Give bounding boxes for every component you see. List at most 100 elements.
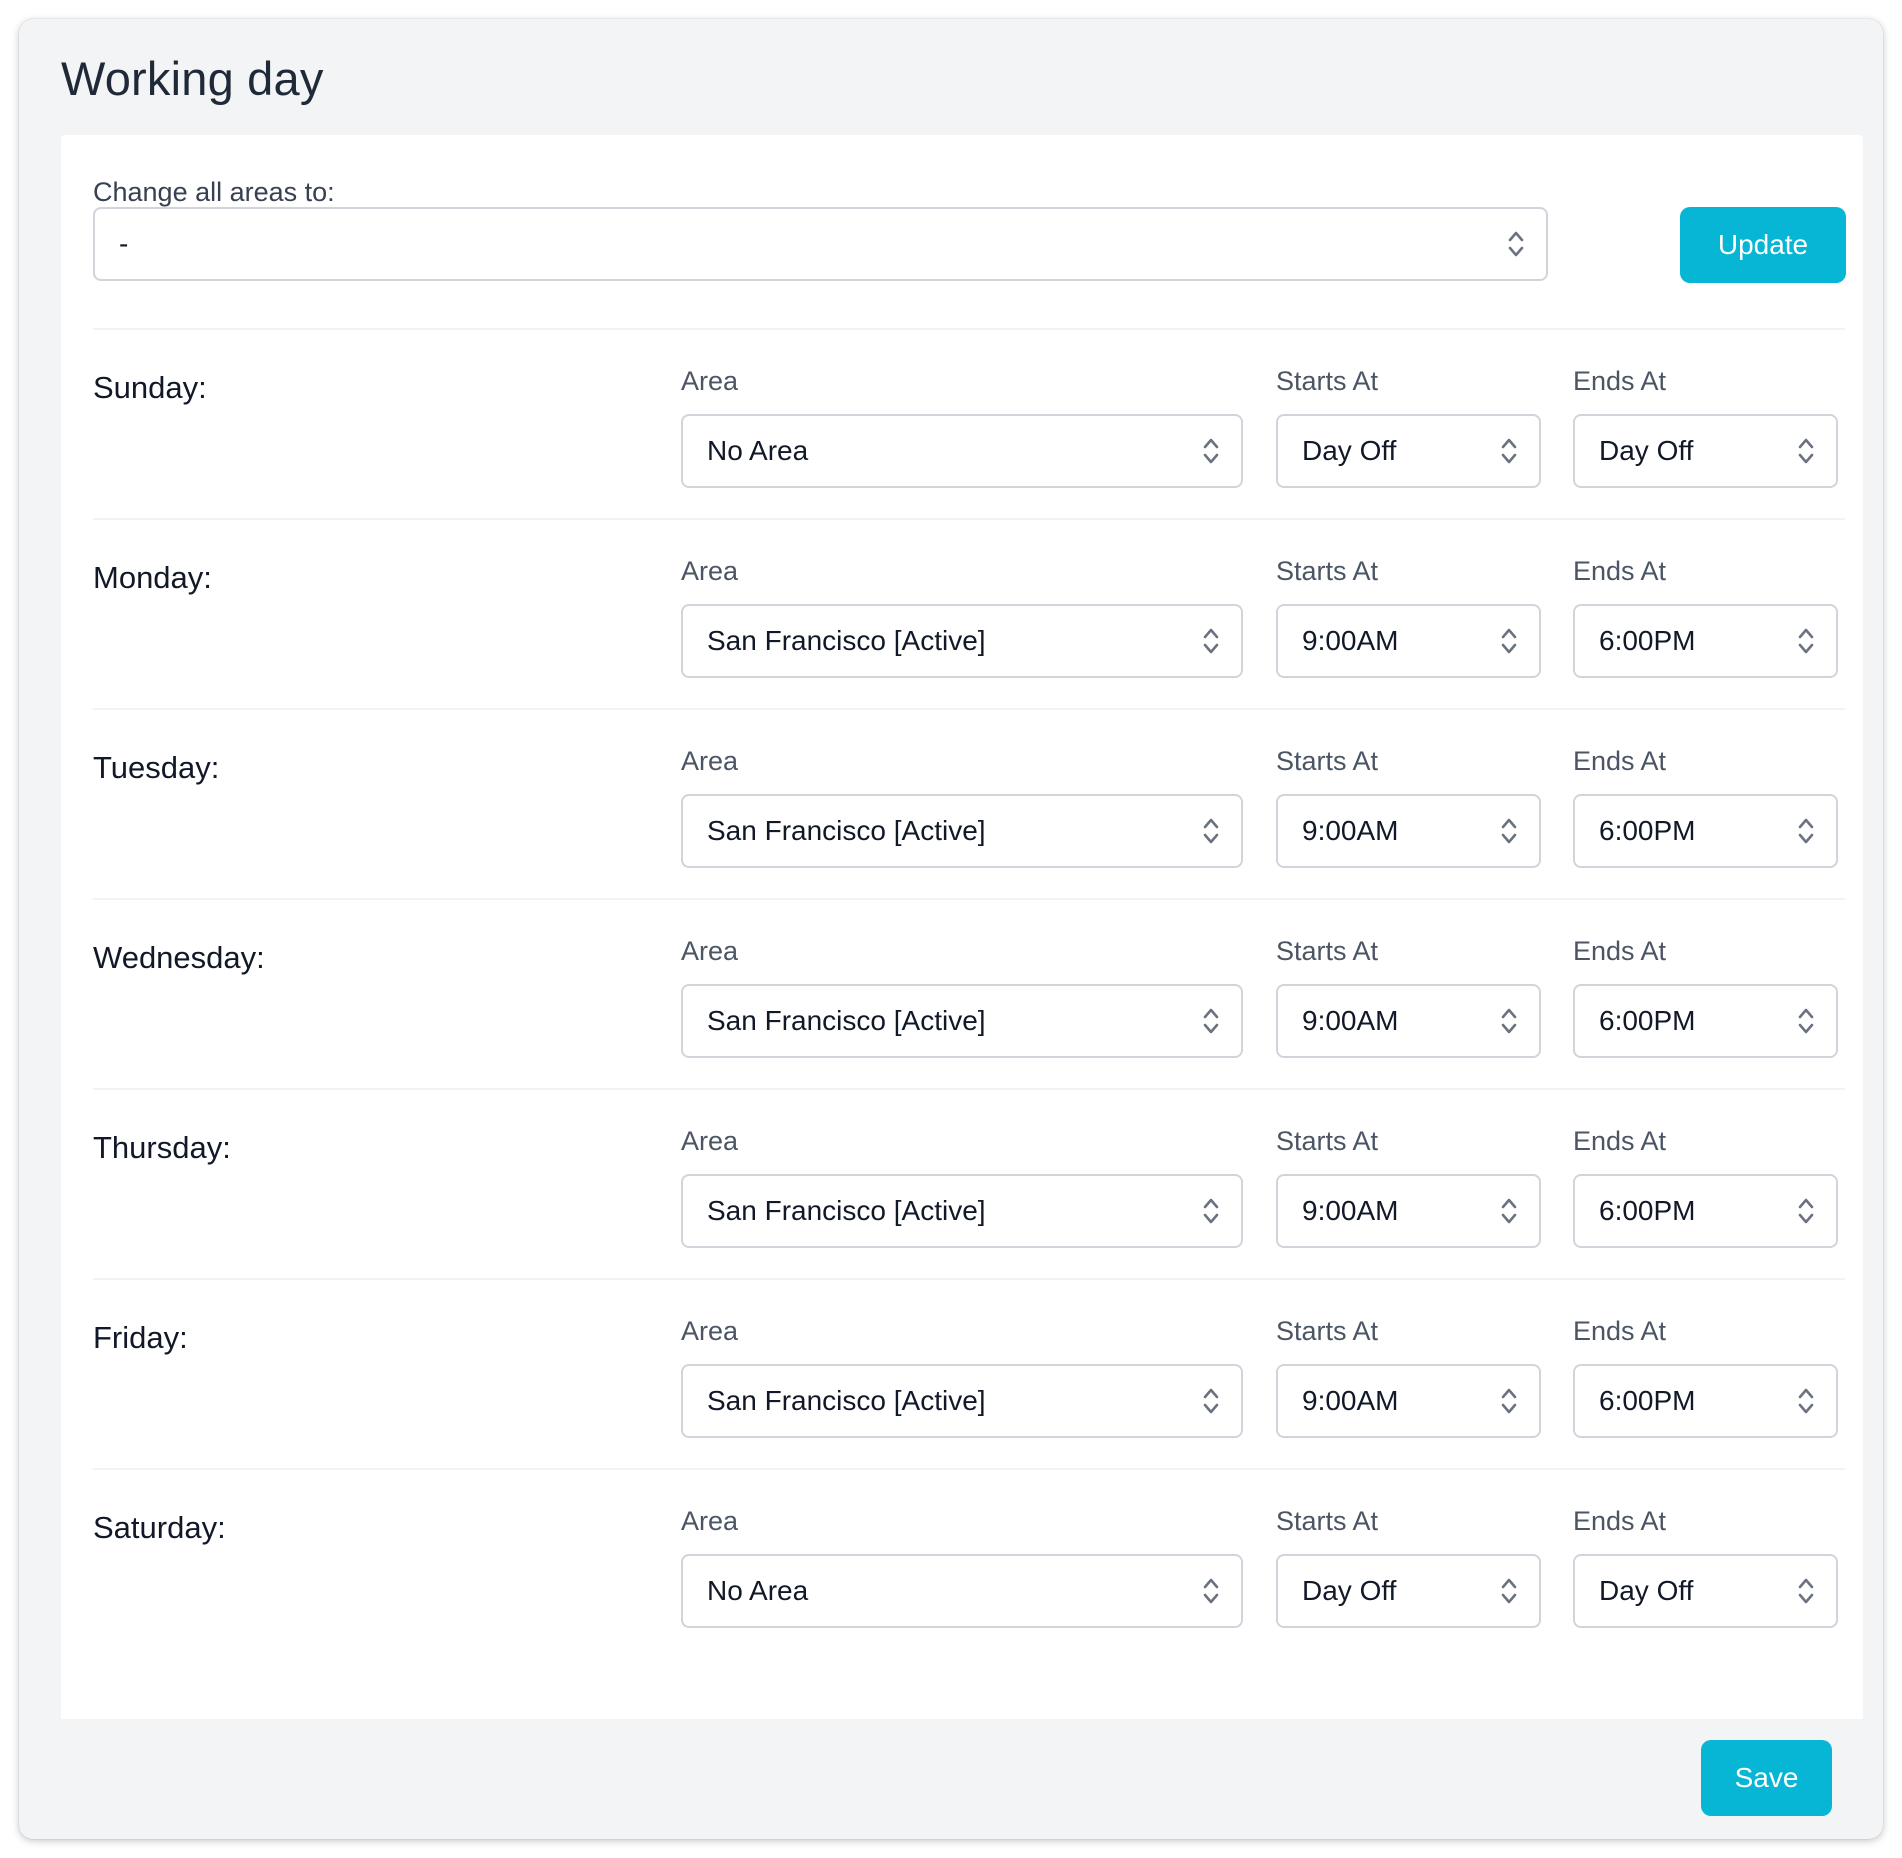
starts-at-select[interactable]: Day Off bbox=[1276, 1554, 1541, 1628]
row-divider bbox=[93, 1088, 1845, 1090]
ends-at-label: Ends At bbox=[1573, 556, 1667, 586]
row-divider bbox=[93, 1278, 1845, 1280]
ends-at-select[interactable]: 6:00PM bbox=[1573, 604, 1838, 678]
area-value: No Area bbox=[707, 435, 809, 466]
day-row-thursday: Thursday: Area San Francisco [Active] St… bbox=[61, 1090, 1863, 1280]
day-row-tuesday: Tuesday: Area San Francisco [Active] Sta… bbox=[61, 710, 1863, 900]
ends-at-select[interactable]: 6:00PM bbox=[1573, 1364, 1838, 1438]
area-label: Area bbox=[681, 936, 739, 966]
chevron-up-down-icon bbox=[1798, 1198, 1814, 1224]
ends-at-value: 6:00PM bbox=[1599, 1005, 1696, 1036]
day-label: Thursday: bbox=[93, 1130, 231, 1165]
day-row-saturday: Saturday: Area No Area Starts At Day Off… bbox=[61, 1470, 1863, 1660]
ends-at-select[interactable]: Day Off bbox=[1573, 414, 1838, 488]
row-divider bbox=[93, 518, 1845, 520]
area-label: Area bbox=[681, 556, 739, 586]
starts-at-value: 9:00AM bbox=[1302, 1385, 1399, 1416]
day-row-friday: Friday: Area San Francisco [Active] Star… bbox=[61, 1280, 1863, 1470]
starts-at-label: Starts At bbox=[1276, 1126, 1379, 1156]
chevron-up-down-icon bbox=[1203, 1198, 1219, 1224]
chevron-up-down-icon bbox=[1203, 1578, 1219, 1604]
change-all-value: - bbox=[119, 228, 129, 259]
area-value: San Francisco [Active] bbox=[707, 625, 986, 656]
day-label: Friday: bbox=[93, 1320, 188, 1355]
day-row-sunday: Sunday: Area No Area Starts At Day Off E… bbox=[61, 330, 1863, 520]
starts-at-select[interactable]: 9:00AM bbox=[1276, 1174, 1541, 1248]
area-value: San Francisco [Active] bbox=[707, 1005, 986, 1036]
day-row-wednesday: Wednesday: Area San Francisco [Active] S… bbox=[61, 900, 1863, 1090]
change-all-select[interactable]: - bbox=[93, 207, 1548, 281]
starts-at-value: 9:00AM bbox=[1302, 1195, 1399, 1226]
chevron-up-down-icon bbox=[1798, 438, 1814, 464]
row-divider bbox=[93, 1468, 1845, 1470]
area-select[interactable]: San Francisco [Active] bbox=[681, 604, 1243, 678]
day-label: Sunday: bbox=[93, 370, 207, 405]
ends-at-select[interactable]: Day Off bbox=[1573, 1554, 1838, 1628]
ends-at-label: Ends At bbox=[1573, 1506, 1667, 1536]
starts-at-select[interactable]: 9:00AM bbox=[1276, 794, 1541, 868]
ends-at-value: 6:00PM bbox=[1599, 815, 1696, 846]
chevron-up-down-icon bbox=[1501, 1198, 1517, 1224]
area-label: Area bbox=[681, 1126, 739, 1156]
ends-at-label: Ends At bbox=[1573, 746, 1667, 776]
starts-at-select[interactable]: 9:00AM bbox=[1276, 1364, 1541, 1438]
chevron-up-down-icon bbox=[1501, 1578, 1517, 1604]
starts-at-value: 9:00AM bbox=[1302, 625, 1399, 656]
ends-at-select[interactable]: 6:00PM bbox=[1573, 984, 1838, 1058]
ends-at-value: 6:00PM bbox=[1599, 1195, 1696, 1226]
starts-at-label: Starts At bbox=[1276, 1316, 1379, 1346]
chevron-up-down-icon bbox=[1501, 1388, 1517, 1414]
area-value: San Francisco [Active] bbox=[707, 815, 986, 846]
starts-at-value: 9:00AM bbox=[1302, 1005, 1399, 1036]
chevron-up-down-icon bbox=[1798, 1388, 1814, 1414]
day-label: Monday: bbox=[93, 560, 212, 595]
row-divider bbox=[93, 898, 1845, 900]
area-select[interactable]: San Francisco [Active] bbox=[681, 1364, 1243, 1438]
starts-at-value: Day Off bbox=[1302, 435, 1397, 466]
ends-at-label: Ends At bbox=[1573, 1126, 1667, 1156]
working-day-card: Change all areas to: - Update Sunday: Ar… bbox=[61, 135, 1863, 1819]
starts-at-label: Starts At bbox=[1276, 366, 1379, 396]
area-label: Area bbox=[681, 746, 739, 776]
ends-at-select[interactable]: 6:00PM bbox=[1573, 1174, 1838, 1248]
ends-at-value: Day Off bbox=[1599, 435, 1694, 466]
chevron-up-down-icon bbox=[1501, 438, 1517, 464]
save-button[interactable]: Save bbox=[1701, 1740, 1832, 1816]
change-all-label: Change all areas to: bbox=[93, 177, 335, 207]
ends-at-label: Ends At bbox=[1573, 1316, 1667, 1346]
chevron-up-down-icon bbox=[1798, 818, 1814, 844]
chevron-up-down-icon bbox=[1501, 628, 1517, 654]
starts-at-select[interactable]: Day Off bbox=[1276, 414, 1541, 488]
ends-at-value: Day Off bbox=[1599, 1575, 1694, 1606]
area-value: San Francisco [Active] bbox=[707, 1385, 986, 1416]
ends-at-select[interactable]: 6:00PM bbox=[1573, 794, 1838, 868]
chevron-up-down-icon bbox=[1798, 628, 1814, 654]
starts-at-select[interactable]: 9:00AM bbox=[1276, 984, 1541, 1058]
area-select[interactable]: No Area bbox=[681, 414, 1243, 488]
area-select[interactable]: San Francisco [Active] bbox=[681, 794, 1243, 868]
area-label: Area bbox=[681, 1316, 739, 1346]
area-label: Area bbox=[681, 366, 739, 396]
chevron-up-down-icon bbox=[1203, 438, 1219, 464]
chevron-up-down-icon bbox=[1203, 1008, 1219, 1034]
page-title: Working day bbox=[61, 52, 324, 105]
starts-at-label: Starts At bbox=[1276, 936, 1379, 966]
working-day-panel: Working day Change all areas to: - Updat… bbox=[19, 19, 1883, 1839]
day-row-monday: Monday: Area San Francisco [Active] Star… bbox=[61, 520, 1863, 710]
starts-at-select[interactable]: 9:00AM bbox=[1276, 604, 1541, 678]
update-button[interactable]: Update bbox=[1680, 207, 1846, 283]
chevron-up-down-icon bbox=[1501, 818, 1517, 844]
area-value: No Area bbox=[707, 1575, 809, 1606]
area-label: Area bbox=[681, 1506, 739, 1536]
day-label: Saturday: bbox=[93, 1510, 226, 1545]
chevron-up-down-icon bbox=[1203, 1388, 1219, 1414]
chevron-up-down-icon bbox=[1203, 818, 1219, 844]
day-label: Tuesday: bbox=[93, 750, 220, 785]
area-select[interactable]: No Area bbox=[681, 1554, 1243, 1628]
card-footer: Save bbox=[61, 1719, 1863, 1819]
area-select[interactable]: San Francisco [Active] bbox=[681, 984, 1243, 1058]
starts-at-value: Day Off bbox=[1302, 1575, 1397, 1606]
ends-at-label: Ends At bbox=[1573, 936, 1667, 966]
chevron-up-down-icon bbox=[1798, 1008, 1814, 1034]
area-select[interactable]: San Francisco [Active] bbox=[681, 1174, 1243, 1248]
